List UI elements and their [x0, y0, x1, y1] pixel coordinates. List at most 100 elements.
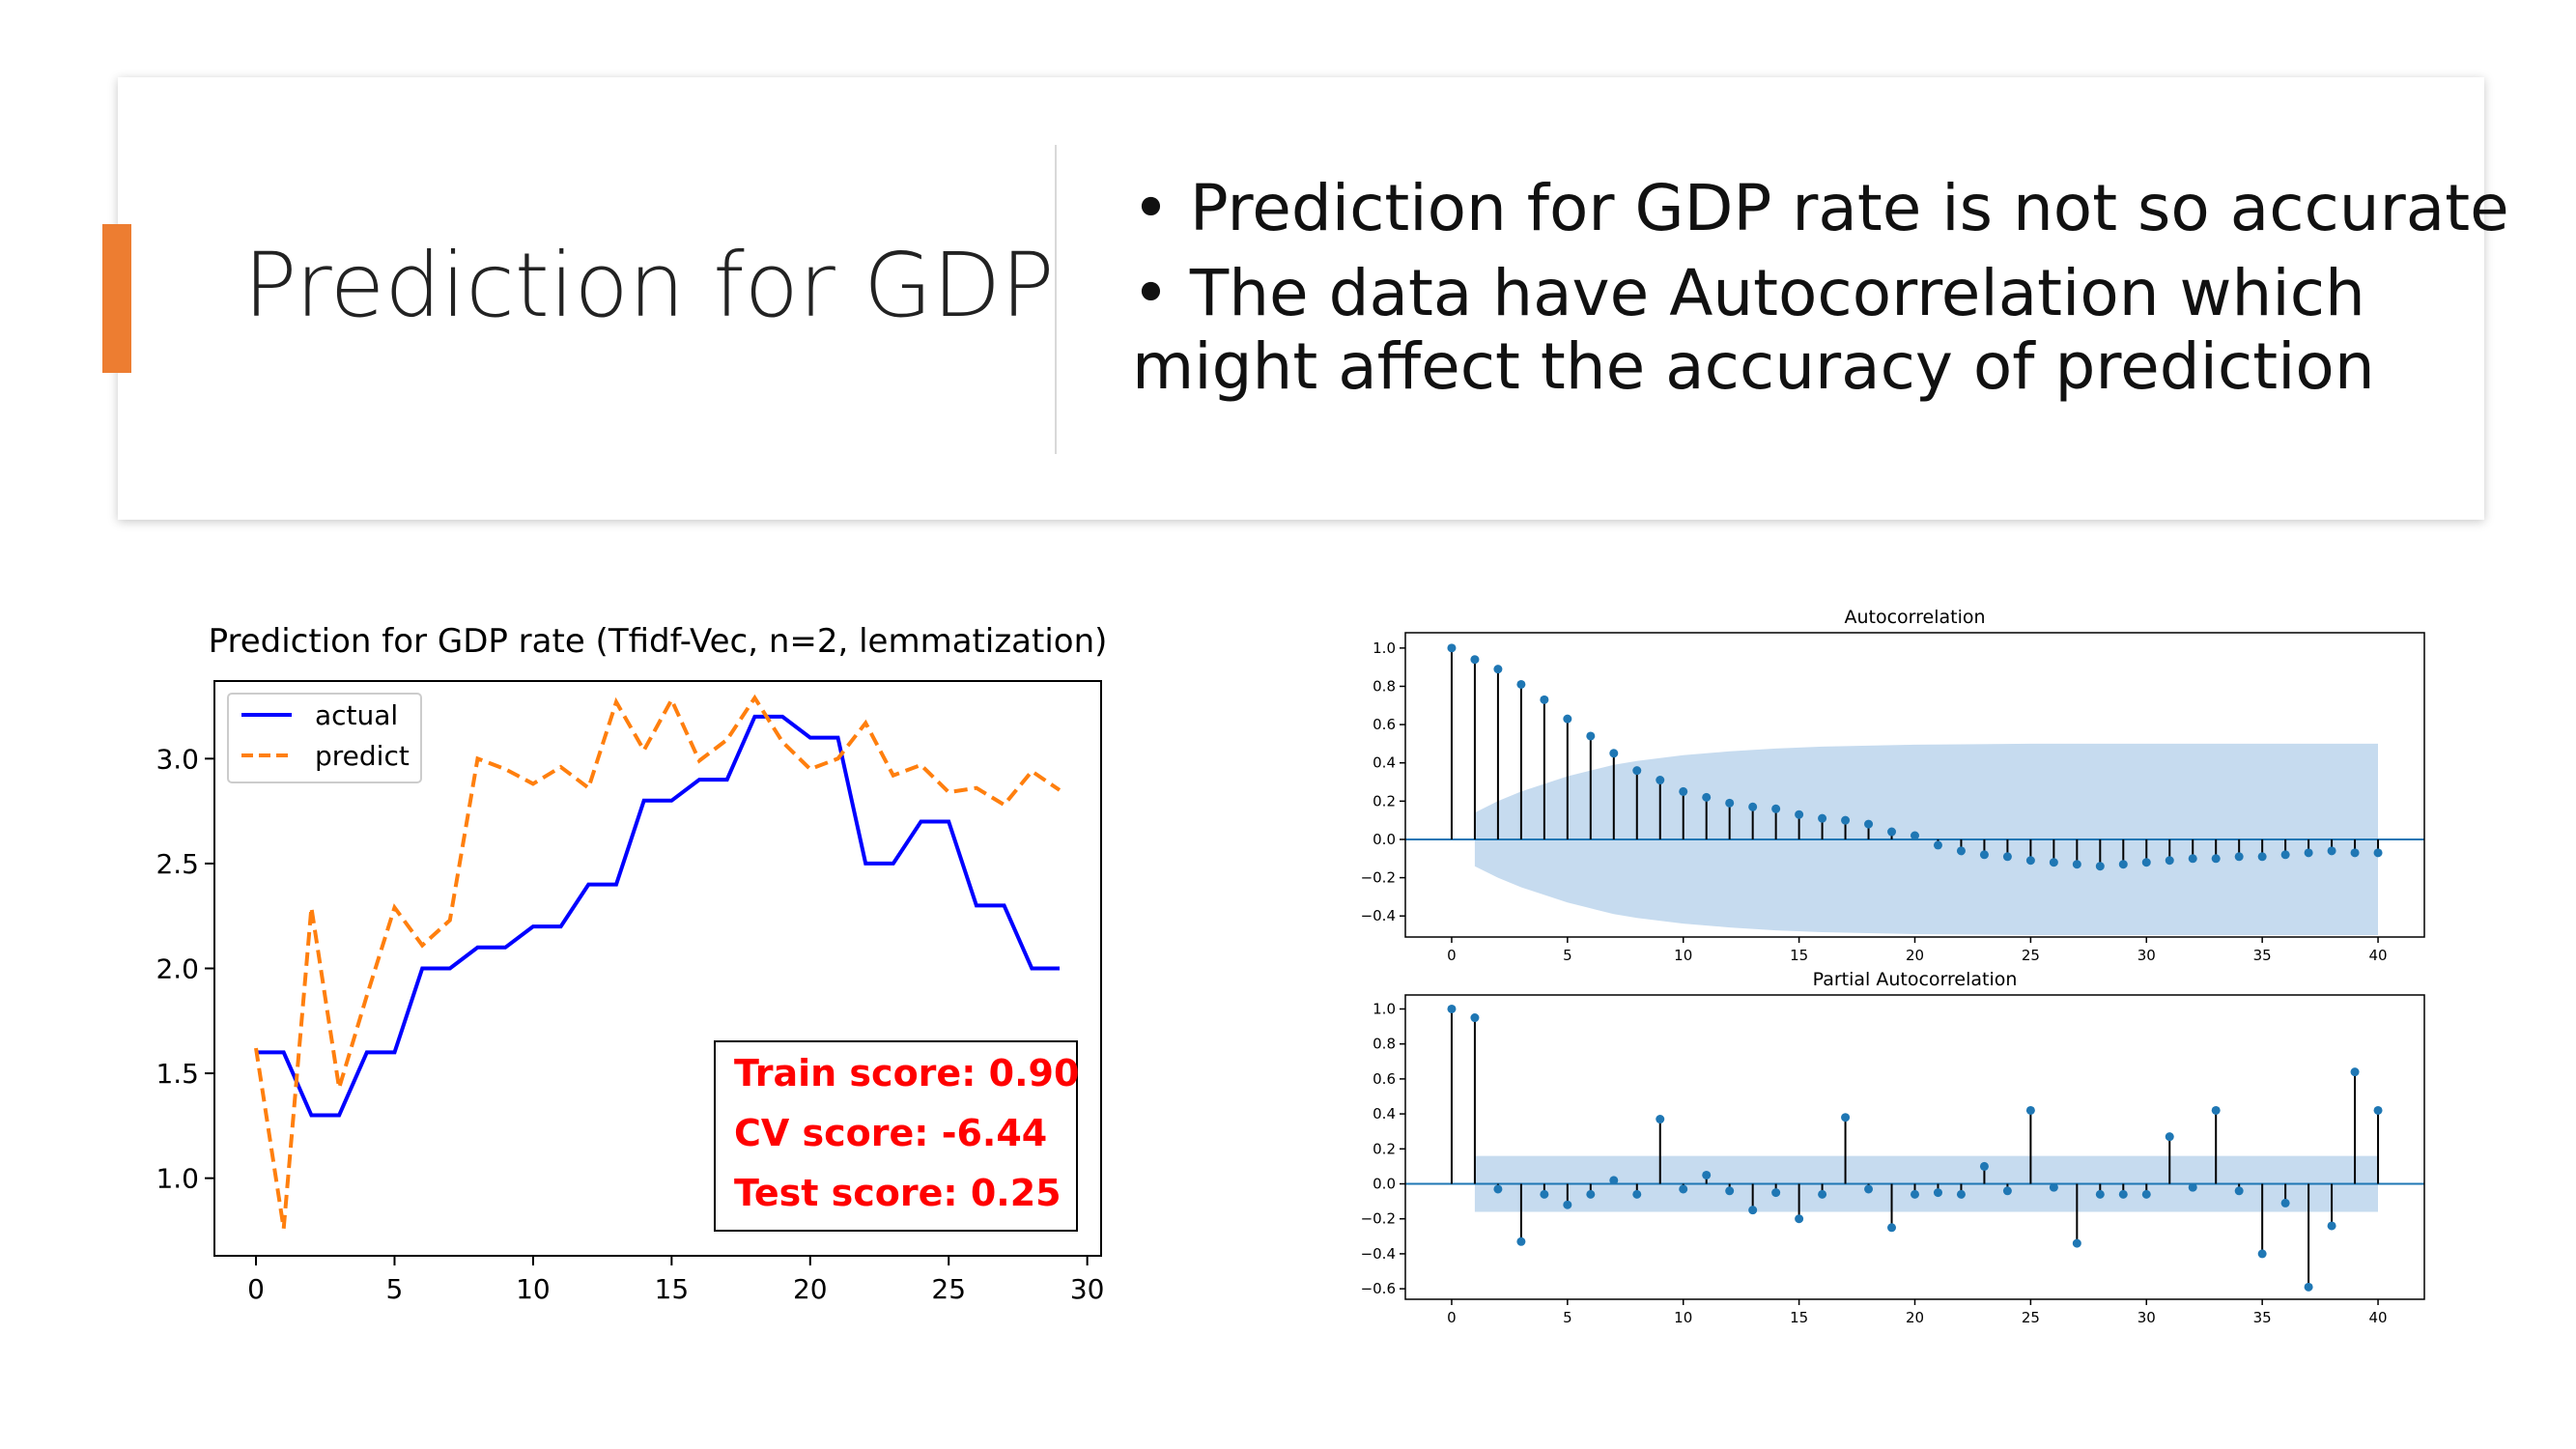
pacf-point — [2234, 1186, 2244, 1196]
score-box — [714, 1040, 1078, 1232]
acf-x-tick-label: 40 — [2368, 947, 2387, 964]
pacf-x-tick-label: 5 — [1563, 1309, 1572, 1323]
pacf-point — [1911, 1189, 1919, 1199]
acf-point — [1516, 679, 1526, 689]
acf-x-tick-label: 10 — [1674, 947, 1692, 964]
bullet-item-2-line-1: • The data have Autocorrelation which — [1132, 256, 2365, 330]
pacf-chart: Partial Autocorrelation 0 5 10 15 20 25 30 35 40 −… — [1361, 969, 2425, 1323]
pacf-point — [1702, 1170, 1712, 1179]
acf-point — [1864, 819, 1874, 829]
bullet-item-1: • Prediction for GDP rate is not so accu… — [1132, 171, 2509, 245]
pacf-point — [1563, 1200, 1572, 1209]
pacf-point — [2141, 1189, 2151, 1199]
pacf-y-tick-label: −0.6 — [1361, 1280, 1396, 1297]
y-tick-label: 1.0 — [156, 1163, 199, 1195]
acf-y-tick-label: 0.8 — [1373, 677, 1396, 695]
acf-point — [2350, 848, 2360, 858]
pacf-point — [2257, 1249, 2267, 1259]
pacf-point — [1609, 1176, 1619, 1185]
acf-point — [1841, 815, 1851, 825]
pacf-point — [1864, 1184, 1874, 1194]
acf-point — [1609, 749, 1619, 758]
acf-point — [1887, 827, 1897, 837]
slide-title: Prediction for GDP — [243, 234, 1055, 337]
acf-y-tick-label: 0.2 — [1373, 792, 1396, 810]
x-tick-label: 15 — [655, 1273, 690, 1305]
x-tick-label: 10 — [516, 1273, 551, 1305]
title-divider — [1055, 145, 1057, 454]
legend-label-predict: predict — [315, 740, 410, 772]
pacf-point — [1771, 1188, 1781, 1198]
chart-title: Prediction for GDP rate (Tfidf-Vec, n=2,… — [209, 622, 1108, 661]
acf-x-tick-label: 25 — [2022, 947, 2040, 964]
acf-point — [1632, 766, 1642, 776]
acf-point — [1470, 655, 1480, 665]
acf-point — [2118, 860, 2128, 869]
acf-point — [1748, 802, 1758, 811]
score-line-1: Train score: 0.90 — [734, 1052, 1079, 1094]
acf-point — [2188, 854, 2197, 864]
pacf-point — [1679, 1184, 1688, 1194]
acf-point — [2211, 854, 2221, 864]
acf-y-tick-label: −0.2 — [1361, 869, 1396, 887]
pacf-x-tick-label: 10 — [1674, 1309, 1692, 1323]
acf-point — [2002, 852, 2012, 862]
acf-point — [1563, 714, 1572, 724]
pacf-point — [2095, 1189, 2105, 1199]
acf-point — [1911, 831, 1919, 840]
acf-title: Autocorrelation — [1844, 607, 1985, 628]
x-tick-label: 25 — [931, 1273, 966, 1305]
x-tick-label: 0 — [247, 1273, 265, 1305]
acf-point — [1725, 798, 1735, 808]
pacf-frame — [1404, 994, 2425, 1300]
score-annotation: Train score: 0.90 CV score: -6.44 Test sco… — [714, 1040, 1079, 1232]
series-lines — [254, 694, 1062, 1230]
x-tick-label: 5 — [386, 1273, 404, 1305]
acf-y-tick-label: 0.6 — [1373, 716, 1396, 733]
pacf-point — [2327, 1221, 2336, 1231]
acf-point — [2304, 848, 2313, 858]
pacf-point — [2165, 1132, 2174, 1142]
acf-x-tick-label: 0 — [1447, 947, 1457, 964]
y-tick-label: 3.0 — [156, 743, 199, 775]
pacf-point — [2118, 1189, 2128, 1199]
score-line-2: CV score: -6.44 — [734, 1112, 1047, 1154]
y-tick-label: 2.5 — [156, 848, 199, 880]
acf-point — [1656, 776, 1665, 785]
acf-point — [2049, 858, 2058, 867]
acf-point — [1956, 846, 1966, 856]
acf-y-tick-label: 1.0 — [1373, 639, 1396, 657]
pacf-point — [2211, 1105, 2221, 1115]
bullet-item-2-line-2: might affect the accuracy of prediction — [1132, 329, 2375, 404]
pacf-point — [1841, 1113, 1851, 1122]
pacf-point — [1516, 1236, 1526, 1246]
acf-point — [2141, 858, 2151, 867]
pacf-x-tick-label: 0 — [1447, 1309, 1457, 1323]
acf-point — [2025, 856, 2035, 866]
pacf-point — [2025, 1105, 2035, 1115]
acf-point — [2095, 862, 2105, 871]
pacf-x-tick-label: 25 — [2022, 1309, 2040, 1323]
pacf-point — [1725, 1186, 1735, 1196]
pacf-x-tick-label: 40 — [2368, 1309, 2387, 1323]
pacf-y-tick-label: −0.2 — [1361, 1210, 1396, 1228]
acf-point — [2373, 848, 2383, 858]
pacf-point — [1632, 1189, 1642, 1199]
gdp-prediction-chart: Prediction for GDP rate (Tfidf-Vec, n=2,… — [156, 622, 1108, 1305]
acf-point — [1540, 695, 1549, 704]
acf-pacf-charts: Autocorrelation 0 5 10 15 20 25 30 35 40 −0.4 −0.2 0… — [1361, 607, 2425, 1323]
pacf-y-tick-label: 0.4 — [1373, 1105, 1396, 1122]
pacf-point — [1887, 1223, 1897, 1233]
pacf-x-tick-label: 35 — [2253, 1309, 2272, 1323]
acf-x-tick-label: 30 — [2137, 947, 2156, 964]
acf-point — [1771, 804, 1781, 813]
acf-point — [2165, 856, 2174, 866]
pacf-y-tick-label: 0.2 — [1373, 1140, 1396, 1157]
pacf-point — [1818, 1189, 1827, 1199]
pacf-point — [2188, 1182, 2197, 1192]
pacf-y-tick-label: −0.4 — [1361, 1245, 1396, 1263]
acf-x-tick-label: 20 — [1906, 947, 1924, 964]
pacf-point — [2280, 1198, 2290, 1208]
acf-y-tick-label: −0.4 — [1361, 907, 1396, 924]
legend-label-actual: actual — [315, 699, 398, 731]
